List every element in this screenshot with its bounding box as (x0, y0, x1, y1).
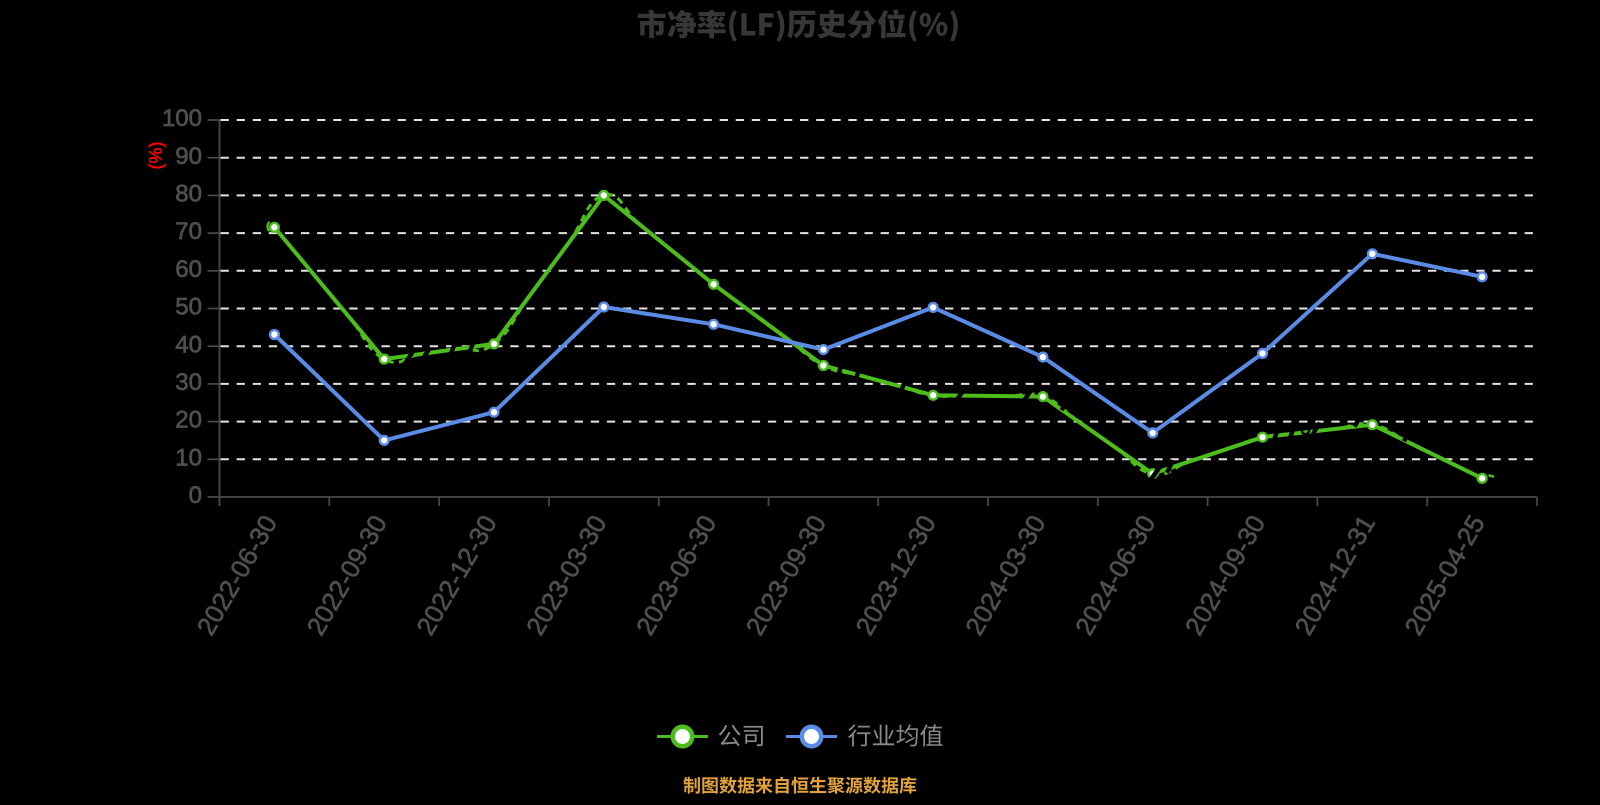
svg-text:10: 10 (175, 444, 202, 471)
svg-text:50: 50 (175, 294, 202, 321)
svg-text:70: 70 (175, 218, 202, 245)
svg-text:100: 100 (162, 105, 202, 132)
svg-text:20: 20 (175, 407, 202, 434)
svg-text:(%): (%) (146, 142, 166, 170)
svg-text:0: 0 (189, 482, 202, 509)
svg-text:90: 90 (175, 143, 202, 170)
svg-text:80: 80 (175, 181, 202, 208)
svg-text:30: 30 (175, 369, 202, 396)
svg-text:60: 60 (175, 256, 202, 283)
svg-text:40: 40 (175, 331, 202, 358)
